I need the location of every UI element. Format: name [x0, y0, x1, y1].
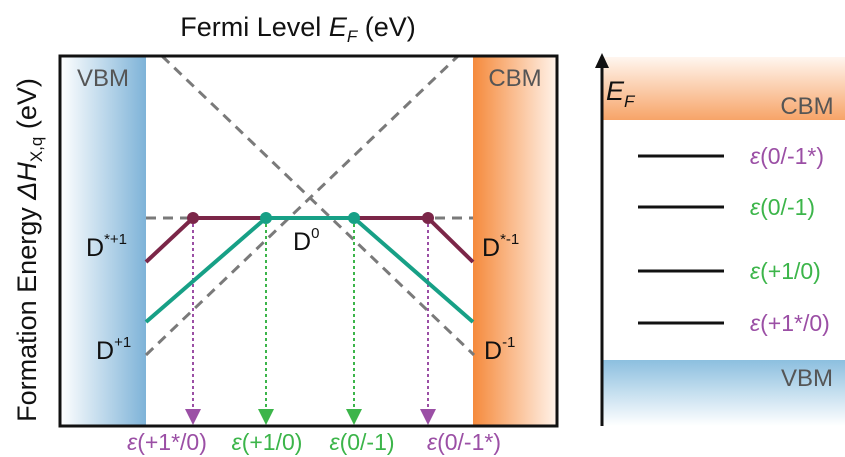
label-d-star-plus1: D*+1 [86, 231, 127, 262]
vbm-band [60, 56, 146, 426]
bottom-label-plus1star-0: ε(+1*/0) [127, 429, 207, 455]
plot-frame [58, 54, 559, 428]
level-label-0-minus1: ε(0/-1) [750, 194, 815, 220]
dashed-lines [144, 56, 476, 357]
dot-0-minus1star [422, 212, 434, 224]
label-d-plus1: D+1 [96, 334, 131, 365]
cbm-label: CBM [488, 65, 541, 92]
cbm-band [473, 56, 557, 426]
vbm-label: VBM [77, 65, 129, 92]
label-d-star-minus1: D*-1 [482, 231, 519, 262]
energy-axis-arrow-icon [595, 53, 609, 68]
dashed-line-negative [160, 56, 476, 357]
bottom-label-0-minus1star: ε(0/-1*) [427, 429, 501, 455]
y-axis-label: Formation Energy ΔHX,q (eV) [12, 78, 46, 422]
energy-axis-label: EF [606, 76, 636, 111]
dot-plus1-0 [260, 212, 272, 224]
level-label-0-minus1star: ε(0/-1*) [750, 143, 824, 169]
plot-title: Fermi Level EF (eV) [180, 12, 415, 46]
right-cbm-band [602, 57, 845, 120]
level-label-plus1-0: ε(+1/0) [750, 258, 821, 284]
right-vbm-band [602, 360, 845, 426]
dashed-line-positive [144, 56, 460, 357]
level-label-plus1star-0: ε(+1*/0) [750, 310, 830, 336]
label-d0: D0 [293, 225, 319, 256]
teal-line [144, 216, 475, 324]
label-d-minus1: D-1 [484, 334, 515, 365]
bottom-label-plus1-0: ε(+1/0) [232, 429, 303, 455]
dot-plus1star-0 [187, 212, 199, 224]
right-cbm-label: CBM [780, 93, 833, 120]
bottom-label-0-minus1: ε(0/-1) [329, 429, 394, 455]
dot-0-minus1 [348, 212, 360, 224]
right-vbm-label: VBM [781, 365, 833, 392]
